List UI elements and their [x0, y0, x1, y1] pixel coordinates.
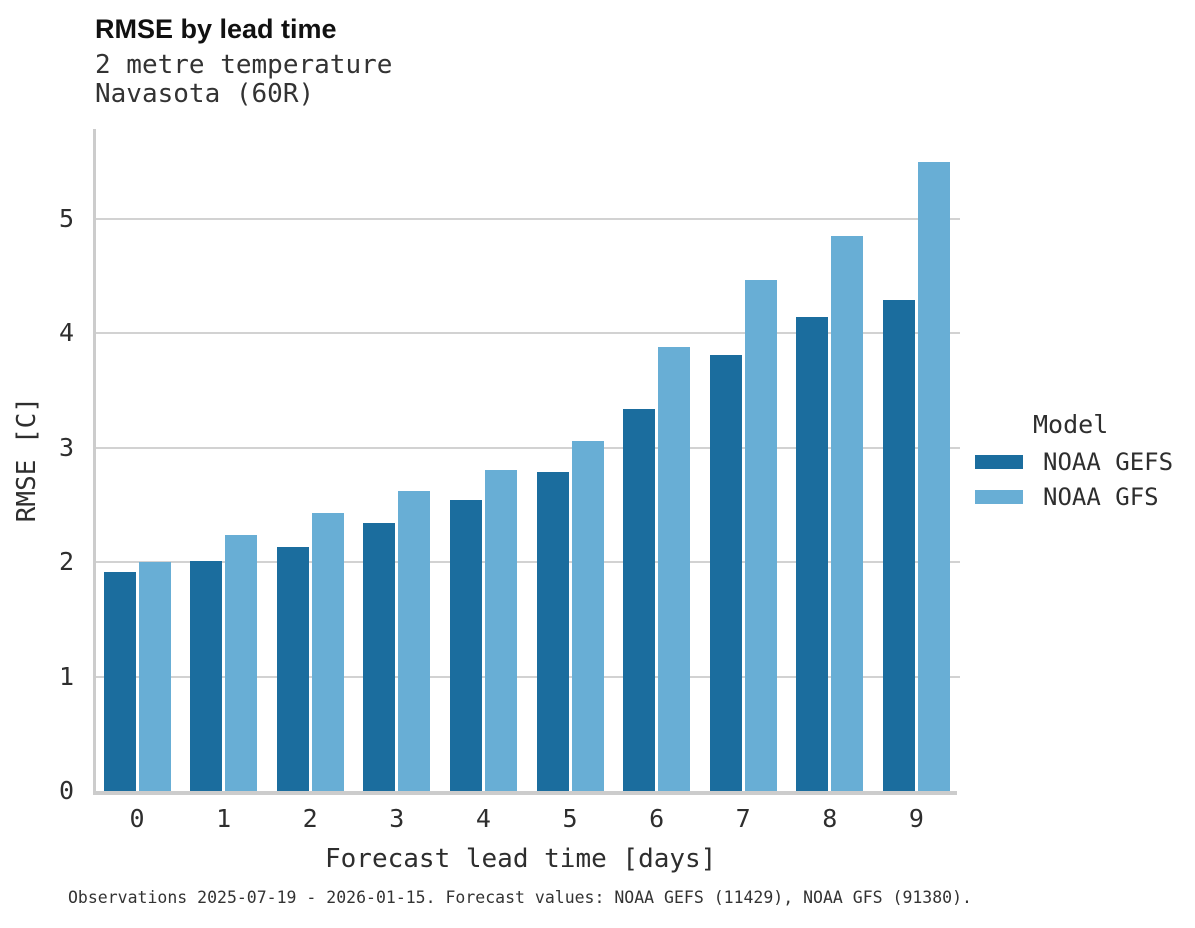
gridline-y-4 — [96, 332, 960, 334]
bar-noaa-gfs-lead-9 — [917, 162, 950, 791]
y-tick-label-3: 3 — [58, 432, 74, 462]
y-tick-label-0: 0 — [58, 776, 74, 805]
bar-noaa-gfs-lead-8 — [831, 235, 864, 791]
gridline-y-3 — [96, 446, 960, 449]
bar-noaa-gefs-lead-8 — [796, 316, 829, 791]
x-tick-label-9: 9 — [908, 804, 924, 833]
gridline-y-5 — [96, 217, 960, 220]
legend-entry-noaa-gefs: NOAA GEFS — [975, 449, 1195, 475]
bar-noaa-gefs-lead-5 — [536, 471, 569, 791]
x-tick-label-1: 1 — [216, 804, 232, 833]
x-tick-label-2: 2 — [302, 804, 318, 833]
bar-noaa-gfs-lead-2 — [311, 512, 344, 791]
bar-noaa-gfs-lead-6 — [658, 346, 691, 791]
legend-title: Model — [1033, 410, 1109, 439]
bar-noaa-gfs-lead-1 — [225, 534, 258, 791]
bar-noaa-gfs-lead-5 — [571, 440, 604, 791]
x-tick-label-4: 4 — [475, 804, 491, 833]
x-tick-label-7: 7 — [735, 804, 751, 833]
chart-subtitle-location: Navasota (60R) — [95, 79, 315, 109]
chart-subtitle-variable: 2 metre temperature — [95, 50, 393, 80]
legend-swatch — [975, 490, 1023, 504]
bar-noaa-gfs-lead-3 — [398, 491, 431, 791]
bar-noaa-gefs-lead-9 — [882, 299, 915, 791]
bar-noaa-gefs-lead-7 — [709, 354, 742, 791]
bar-noaa-gefs-lead-6 — [623, 408, 656, 791]
gridline-y-2 — [96, 561, 960, 563]
plot-area — [93, 129, 960, 791]
y-tick-label-2: 2 — [58, 547, 74, 576]
x-tick-label-0: 0 — [129, 804, 145, 833]
legend-label: NOAA GFS — [1043, 483, 1159, 511]
legend: Model NOAA GEFS NOAA GFS — [975, 410, 1195, 510]
bar-noaa-gfs-lead-4 — [484, 470, 517, 791]
legend-swatch — [975, 455, 1023, 469]
y-tick-label-1: 1 — [58, 661, 74, 691]
legend-label: NOAA GEFS — [1043, 448, 1174, 476]
bar-noaa-gfs-lead-0 — [138, 562, 171, 791]
y-tick-label-4: 4 — [58, 318, 74, 347]
gridline-y-1 — [96, 675, 960, 678]
bar-noaa-gefs-lead-0 — [103, 572, 136, 791]
bar-noaa-gefs-lead-2 — [276, 547, 309, 791]
legend-entries: NOAA GEFS NOAA GFS — [975, 449, 1195, 510]
bar-noaa-gefs-lead-4 — [449, 500, 482, 791]
bar-noaa-gefs-lead-1 — [190, 560, 223, 791]
x-tick-label-6: 6 — [649, 804, 665, 833]
legend-entry-noaa-gfs: NOAA GFS — [975, 484, 1195, 510]
x-axis-spine — [93, 791, 957, 795]
chart-title: RMSE by lead time — [95, 14, 337, 44]
x-tick-label-8: 8 — [822, 804, 838, 833]
bar-noaa-gefs-lead-3 — [363, 523, 396, 791]
x-tick-label-5: 5 — [562, 804, 578, 833]
x-tick-label-3: 3 — [389, 804, 405, 833]
bar-noaa-gfs-lead-7 — [744, 280, 777, 791]
y-tick-label-5: 5 — [58, 203, 74, 233]
footer-caption: Observations 2025-07-19 - 2026-01-15. Fo… — [68, 888, 972, 907]
x-axis-title: Forecast lead time [days] — [325, 844, 717, 874]
